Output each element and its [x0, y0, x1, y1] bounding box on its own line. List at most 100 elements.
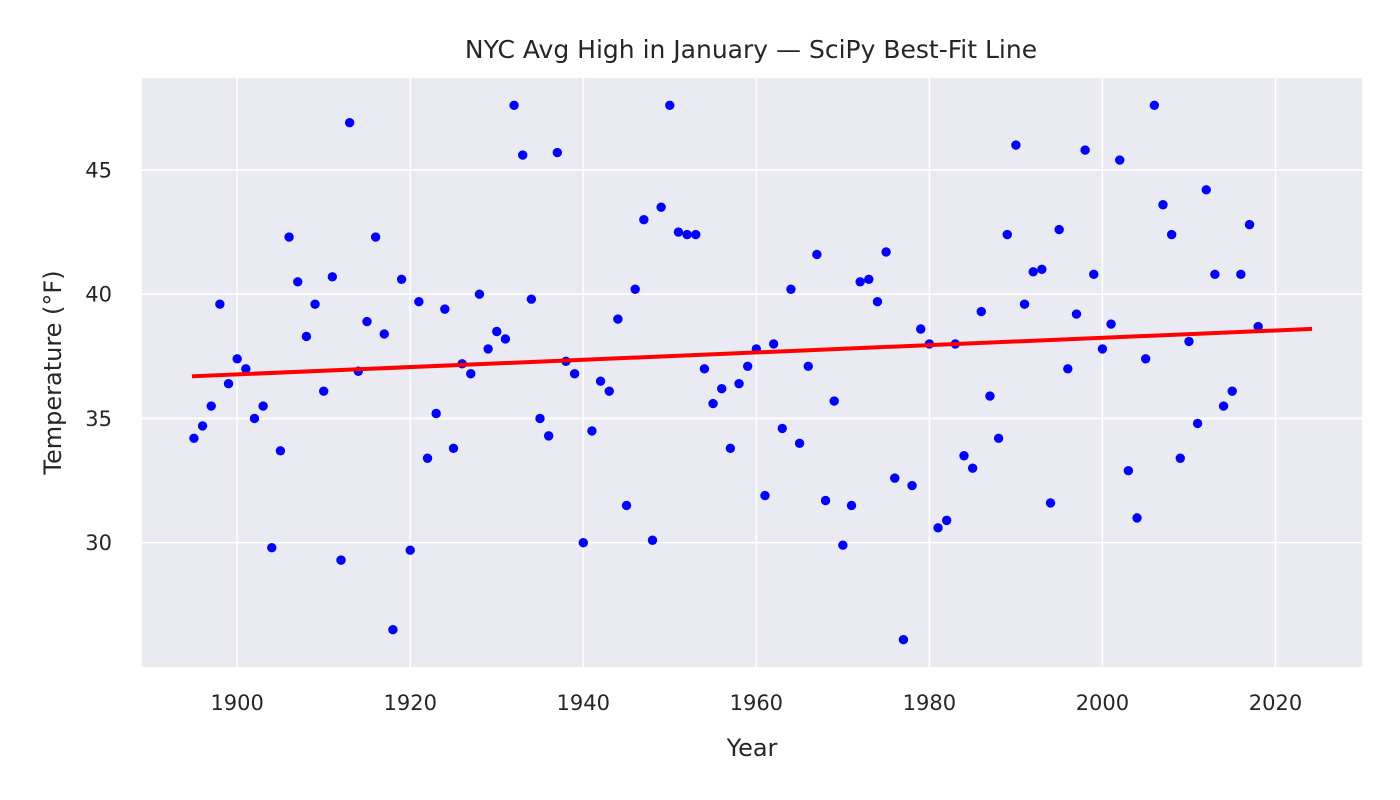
data-point: [595, 376, 606, 386]
data-point: [933, 523, 943, 533]
data-point: [794, 438, 805, 449]
data-point: [1097, 344, 1108, 354]
data-point: [388, 625, 398, 635]
data-point: [310, 299, 320, 309]
chart-title: NYC Avg High in January — SciPy Best-Fit…: [465, 35, 1037, 64]
data-point: [820, 495, 831, 506]
data-point: [621, 500, 632, 511]
data-point: [993, 433, 1004, 444]
data-point: [370, 232, 381, 242]
data-point: [500, 334, 511, 344]
data-point: [838, 540, 848, 550]
data-point: [327, 272, 338, 282]
data-point: [647, 535, 658, 545]
data-point: [898, 634, 909, 645]
data-point: [1218, 401, 1229, 411]
data-point: [1253, 321, 1263, 332]
data-point: [483, 344, 493, 354]
data-point: [846, 500, 857, 511]
data-point: [440, 304, 450, 314]
data-point: [682, 229, 692, 240]
data-point: [431, 408, 441, 419]
data-point: [543, 431, 554, 441]
y-axis-label: Temperature (°F): [39, 270, 67, 475]
data-point: [344, 118, 355, 128]
data-point: [673, 227, 684, 237]
data-point: [492, 326, 502, 337]
data-point: [1244, 219, 1255, 230]
data-point: [941, 515, 952, 526]
data-point: [509, 100, 519, 111]
data-point: [293, 277, 303, 287]
data-point: [691, 229, 701, 240]
data-point: [717, 383, 727, 394]
y-tick-label: 40: [85, 283, 112, 307]
data-point: [708, 398, 718, 409]
data-point: [1045, 498, 1056, 508]
x-tick-label: 2020: [1249, 691, 1302, 715]
data-point: [699, 364, 710, 374]
data-point: [1132, 513, 1142, 523]
data-point: [1184, 336, 1194, 347]
data-point: [336, 555, 346, 565]
data-point: [448, 443, 459, 453]
data-point: [1028, 267, 1038, 277]
data-point: [578, 538, 588, 548]
y-tick-label: 30: [85, 531, 112, 555]
data-point: [258, 401, 268, 411]
data-point: [319, 386, 329, 396]
data-point: [725, 443, 736, 453]
data-point: [1236, 269, 1246, 280]
data-point: [379, 329, 389, 339]
data-point: [414, 296, 424, 307]
x-axis-label: Year: [726, 734, 778, 762]
x-tick-label: 1920: [384, 691, 437, 715]
data-point: [249, 413, 260, 424]
data-point: [535, 413, 545, 424]
data-point: [1063, 364, 1073, 374]
tick-labels: 1900 1920 1940 1960 1980 2000 2020 30 35 40 45: [85, 158, 1302, 715]
data-point: [881, 247, 891, 257]
data-point: [466, 369, 476, 379]
data-point: [768, 339, 779, 349]
data-point: [1115, 155, 1125, 165]
x-tick-label: 2000: [1076, 691, 1129, 715]
data-point: [734, 378, 744, 389]
data-point: [301, 331, 312, 342]
x-tick-label: 1940: [557, 691, 610, 715]
data-point: [1149, 100, 1160, 111]
data-point: [1158, 200, 1168, 210]
y-tick-label: 35: [85, 407, 112, 431]
data-point: [760, 490, 770, 501]
data-point: [656, 202, 666, 212]
data-point: [267, 543, 277, 553]
data-point: [855, 277, 865, 287]
data-point: [223, 378, 234, 389]
data-point: [1019, 299, 1030, 309]
data-point: [1089, 269, 1099, 280]
data-point: [613, 314, 623, 324]
data-point: [1210, 269, 1220, 280]
data-point: [786, 284, 796, 294]
data-point: [777, 423, 787, 434]
data-point: [604, 386, 614, 396]
data-point: [284, 232, 294, 242]
plot-background: [142, 78, 1362, 667]
data-point: [639, 214, 649, 225]
data-point: [985, 391, 995, 401]
data-point: [916, 324, 926, 334]
data-point: [1106, 319, 1116, 329]
data-point: [518, 150, 528, 160]
scatter-points: [189, 100, 1263, 645]
data-point: [1011, 140, 1021, 150]
x-tick-label: 1980: [903, 691, 956, 715]
data-point: [959, 451, 969, 461]
data-point: [275, 446, 286, 456]
y-tick-label: 45: [85, 158, 112, 182]
data-point: [967, 463, 978, 473]
data-point: [474, 289, 485, 299]
data-point: [1175, 453, 1185, 463]
data-point: [526, 294, 537, 304]
data-point: [907, 480, 917, 491]
